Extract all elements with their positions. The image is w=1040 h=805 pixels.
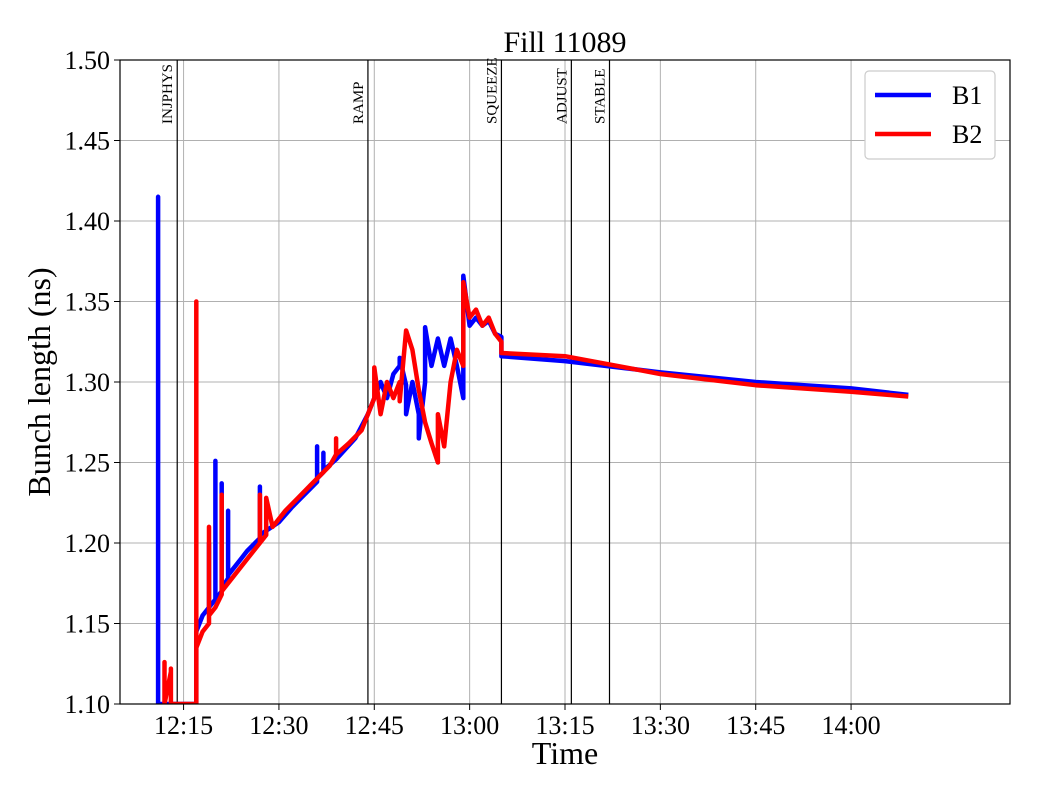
- series-line-b2: [162, 279, 909, 704]
- y-tick-label: 1.25: [65, 449, 111, 478]
- y-tick-label: 1.15: [65, 610, 111, 639]
- chart-title: Fill 11089: [503, 26, 626, 59]
- x-tick-label: 14:00: [821, 711, 880, 740]
- x-tick-label: 13:45: [726, 711, 785, 740]
- x-tick-label: 13:00: [440, 711, 499, 740]
- phase-label-stable: STABLE: [593, 69, 609, 124]
- legend-label-b2: B2: [952, 120, 982, 149]
- y-tick-label: 1.40: [65, 207, 111, 236]
- x-tick-label: 12:45: [345, 711, 404, 740]
- y-tick-label: 1.30: [65, 368, 111, 397]
- y-tick-label: 1.50: [65, 46, 111, 75]
- legend-label-b1: B1: [952, 81, 982, 110]
- phase-label-ramp: RAMP: [351, 81, 367, 124]
- y-axis-title: Bunch length (ns): [21, 267, 57, 496]
- phase-label-adjust: ADJUST: [554, 68, 570, 124]
- x-axis-title: Time: [532, 735, 598, 771]
- phase-label-squeeze: SQUEEZE: [484, 57, 500, 124]
- y-tick-label: 1.35: [65, 288, 111, 317]
- phase-label-injphys: INJPHYS: [160, 64, 176, 124]
- x-tick-label: 13:15: [535, 711, 594, 740]
- tick-layer: 12:15 12:30 12:45 13:00 13:15 13:30 13:45 14:00…: [65, 46, 881, 740]
- phase-layer: INJPHYS RAMP SQUEEZE ADJUST STABLE: [160, 57, 611, 704]
- x-tick-label: 12:30: [249, 711, 308, 740]
- series-line-b1: [155, 194, 909, 704]
- y-tick-label: 1.45: [65, 127, 111, 156]
- y-tick-label: 1.20: [65, 529, 111, 558]
- series-layer: [155, 194, 909, 704]
- x-tick-label: 12:15: [154, 711, 213, 740]
- x-tick-label: 13:30: [631, 711, 690, 740]
- y-tick-label: 1.10: [65, 690, 111, 719]
